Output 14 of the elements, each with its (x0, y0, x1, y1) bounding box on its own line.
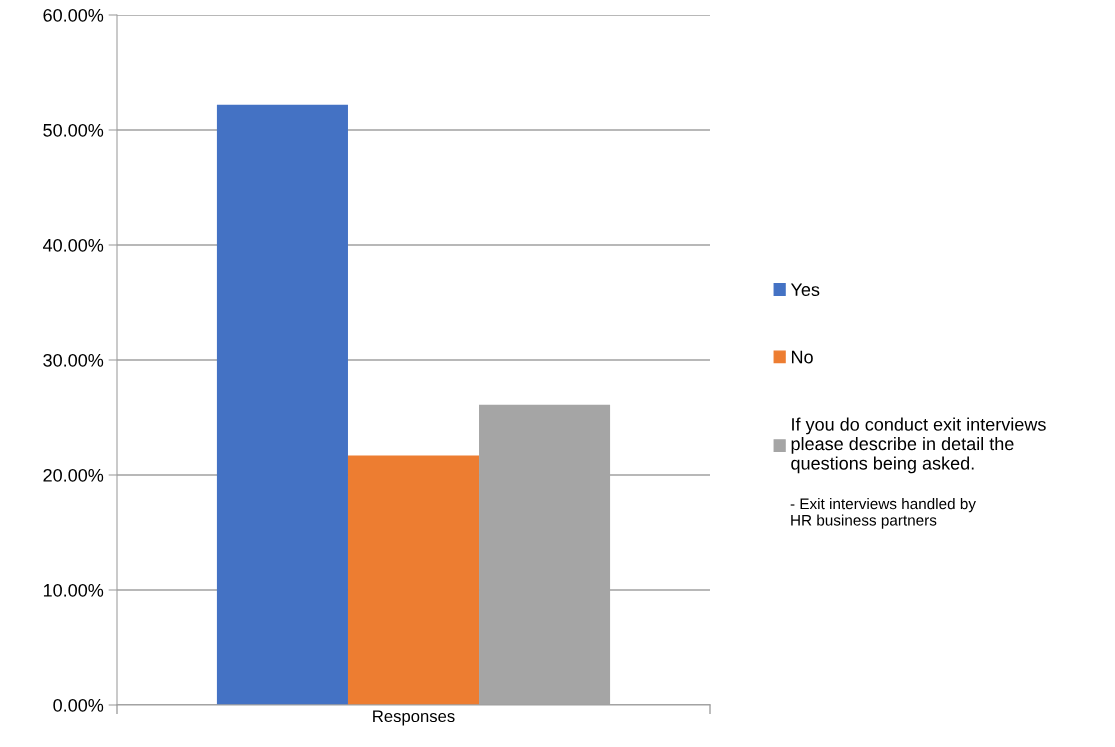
y-tick-label: 0.00% (53, 698, 104, 712)
legend-label: If you do conduct exit interviews please describe in detail the questions being asked. (791, 417, 1046, 474)
y-tick-label: 20.00% (43, 468, 104, 482)
bar (216, 104, 348, 705)
y-tick-label: 50.00% (43, 123, 104, 137)
y-tick-label: 30.00% (43, 353, 104, 367)
legend-label: Yes (790, 283, 820, 297)
y-tick-label: 10.00% (43, 583, 104, 597)
legend-label: No (791, 350, 813, 364)
bar (347, 455, 480, 705)
x-tick-label: Responses (373, 710, 455, 726)
y-tick-label: 40.00% (42, 238, 104, 252)
y-tick-label: 60.00% (43, 8, 104, 22)
text: - Exit interviews handled by HR business partners (790, 498, 976, 529)
